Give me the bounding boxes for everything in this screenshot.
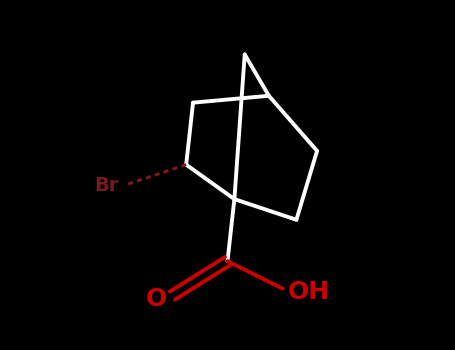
Text: Br: Br	[95, 176, 119, 195]
Text: OH: OH	[288, 280, 330, 304]
Text: O: O	[146, 287, 167, 311]
